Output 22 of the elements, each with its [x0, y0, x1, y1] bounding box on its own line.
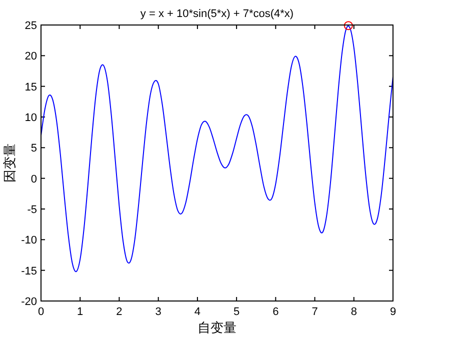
y-tick-label: 25 [24, 20, 37, 32]
y-tick-label: -10 [21, 234, 37, 247]
y-tick-label: 15 [24, 81, 37, 94]
x-tick-label: 2 [116, 306, 122, 318]
x-tick-label: 1 [77, 306, 84, 318]
x-axis-title: 自变量 [198, 320, 236, 335]
y-tick-label: 10 [24, 112, 37, 124]
x-tick-label: 5 [233, 306, 240, 318]
chart-title: y = x + 10*sin(5*x) + 7*cos(4*x) [140, 8, 294, 20]
y-tick-label: 0 [30, 173, 37, 186]
x-tick-label: 7 [312, 306, 318, 318]
y-tick-label: -20 [21, 296, 37, 308]
y-axis-title: 因变量 [2, 144, 17, 182]
y-tick-label: 20 [24, 50, 37, 63]
y-tick-label: -5 [27, 204, 37, 216]
y-tick-label: -15 [21, 265, 37, 278]
x-tick-label: 4 [194, 306, 201, 318]
x-tick-label: 3 [155, 306, 162, 318]
x-tick-label: 6 [272, 306, 279, 318]
x-tick-label: 9 [390, 306, 396, 318]
y-tick-label: 5 [30, 142, 37, 155]
x-tick-label: 8 [350, 306, 357, 318]
